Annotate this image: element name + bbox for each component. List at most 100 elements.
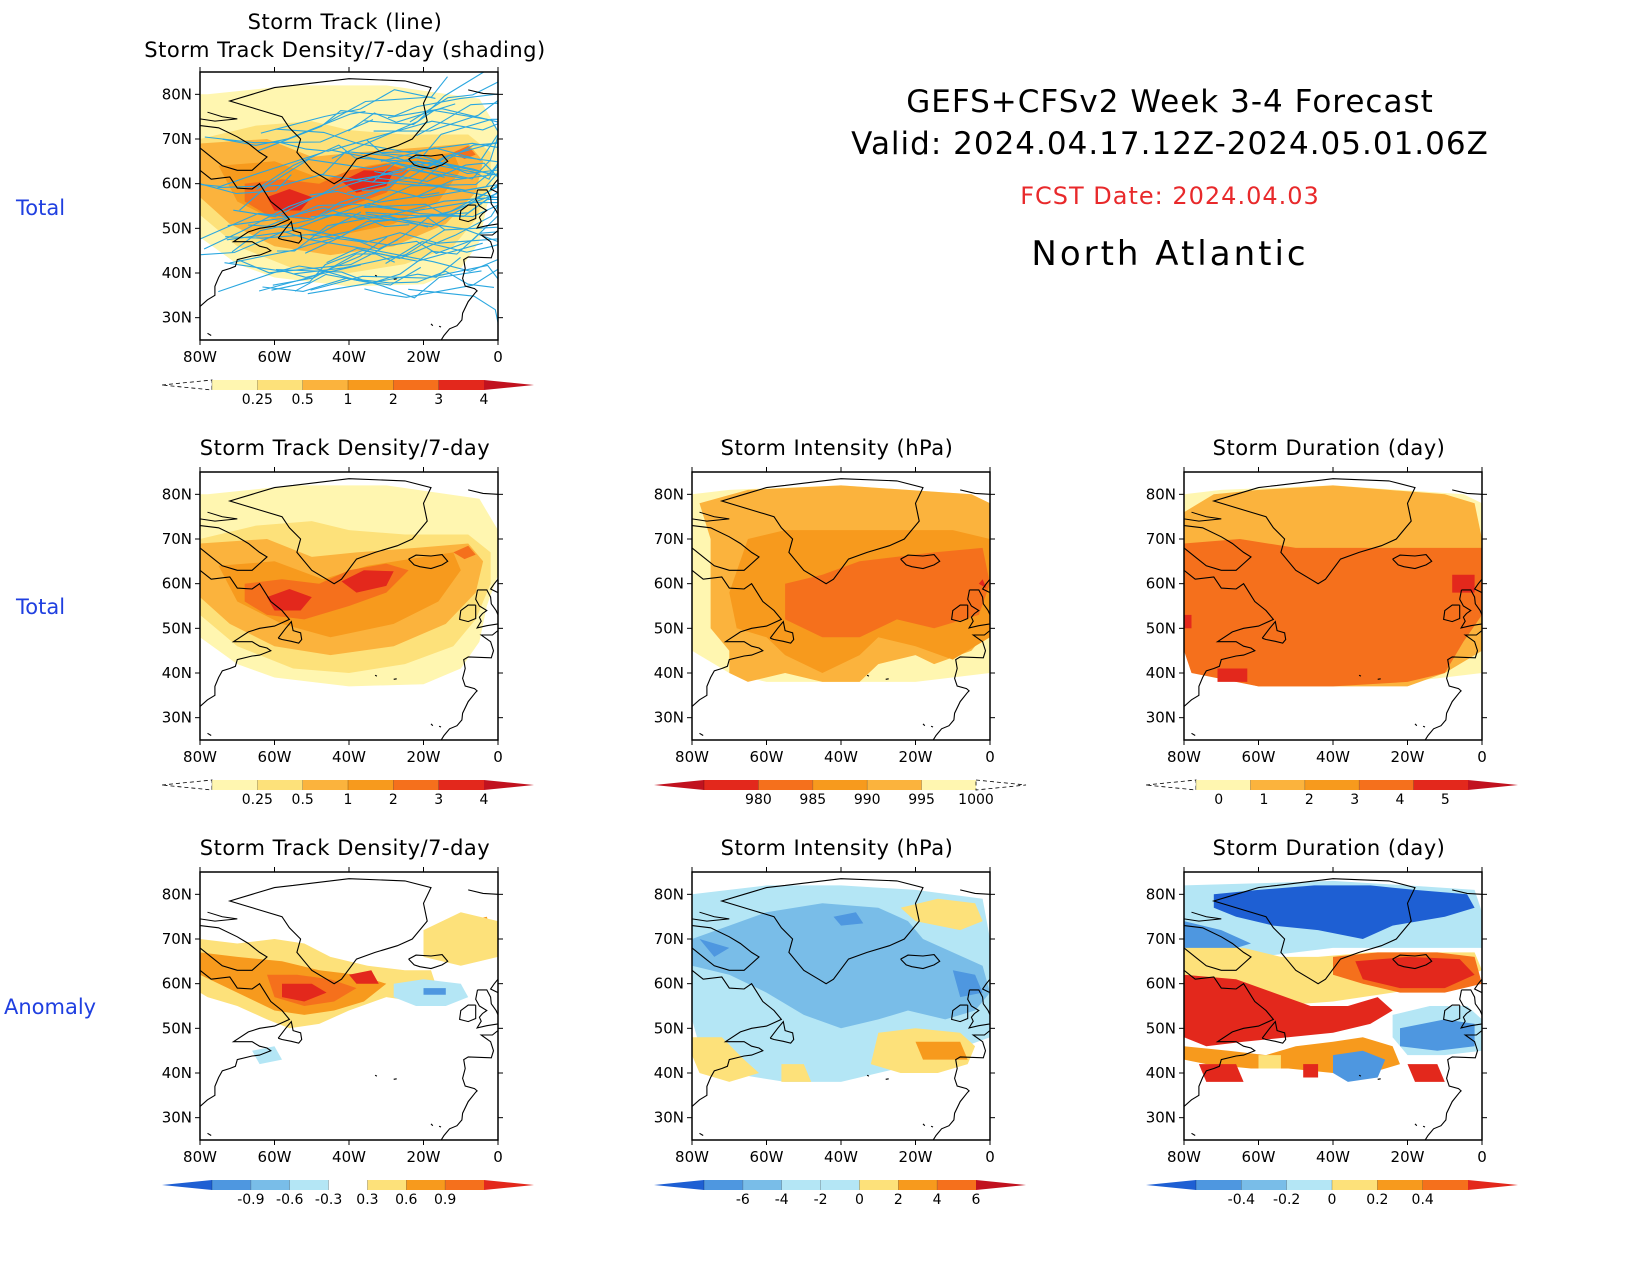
lon-tick-label: 80W: [183, 348, 217, 366]
colorbar: 0.25 0.5 1 2 3 4: [161, 779, 534, 808]
colorbar-label: 990: [854, 792, 881, 808]
storm-track-line: [409, 81, 498, 123]
field-shading: [1184, 539, 1482, 687]
storm-track-line: [258, 93, 498, 152]
map-figure: 80N 70N 60N 50N 40N 30N 80W 60W 40W 20W 0 -0.9 -0.6-…: [162, 867, 534, 1208]
lat-tick-label: 80N: [162, 485, 192, 503]
panel-intensity-total: Storm Intensity (hPa) 80N 70N 60N 50N 40N 30N 8…: [642, 420, 1102, 830]
colorbar-label: -6: [736, 1192, 750, 1208]
colorbar-label: 0.2: [1366, 1192, 1388, 1208]
lon-tick-label: 20W: [899, 748, 933, 766]
colorbar: 980 985 990 995 1000: [654, 779, 1027, 808]
lat-tick-label: 60N: [654, 575, 684, 593]
field-shading: [349, 970, 379, 984]
colorbar-label: 1: [344, 792, 353, 808]
storm-track-line: [319, 162, 445, 183]
field-shading: [1333, 1050, 1386, 1082]
colorbar-label: 5: [1441, 792, 1450, 808]
storm-track-line: [226, 214, 410, 241]
panel-title: Storm Duration (day): [1212, 836, 1446, 860]
lon-tick-label: 60W: [750, 1148, 784, 1166]
panel-title: Storm Track (line): [247, 10, 443, 34]
colorbar-label: 0: [1214, 792, 1223, 808]
field-shading: [692, 1037, 759, 1082]
storm-track-line: [307, 215, 446, 241]
field-shading: [423, 912, 498, 966]
map-figure: 80N 70N 60N 50N 40N 30N 80W 60W 40W 20W 0 0.25 0.5 1 2…: [161, 467, 534, 808]
colorbar-label: 6: [972, 1192, 981, 1208]
storm-track-line: [416, 102, 498, 137]
lat-tick-label: 70N: [1146, 930, 1176, 948]
field-shading: [1258, 1055, 1281, 1069]
panel-density-anomaly: Storm Track Density/7-day 80N 70N 60N 50N 40N…: [150, 820, 610, 1230]
map-area: 80N 70N 60N 50N 40N 30N 80W 60W 40W 20W 0: [162, 467, 503, 766]
lon-tick-label: 40W: [1316, 748, 1350, 766]
storm-track-line: [237, 213, 434, 274]
lon-tick-label: 60W: [258, 748, 292, 766]
lat-tick-label: 70N: [654, 930, 684, 948]
lat-tick-label: 30N: [1146, 1109, 1176, 1127]
panel-title: Storm Track Density/7-day (shading): [144, 38, 546, 62]
colorbar-swatch: [257, 380, 303, 390]
colorbar-swatch: [257, 780, 303, 790]
colorbar-swatch: [812, 780, 868, 790]
storm-track-line: [360, 142, 498, 155]
region-title: North Atlantic: [1031, 234, 1309, 274]
storm-track-line: [260, 89, 436, 134]
map-area: 80N 70N 60N 50N 40N 30N 80W 60W 40W 20W 0: [1146, 467, 1487, 766]
colorbar-label: 0.6: [395, 1192, 417, 1208]
colorbar-label: 3: [434, 792, 443, 808]
lon-tick-label: 20W: [899, 1148, 933, 1166]
colorbar-swatch: [212, 380, 258, 390]
colorbar-label: 4: [480, 792, 489, 808]
map-figure: 80N 70N 60N 50N 40N 30N 80W 60W 40W 20W 0 980 985 990…: [654, 467, 1027, 808]
colorbar-swatch: [921, 780, 976, 790]
colorbar-label: 3: [434, 392, 443, 408]
field-shading: [1184, 614, 1192, 629]
lon-tick-label: 20W: [1391, 1148, 1425, 1166]
lon-tick-label: 40W: [824, 748, 858, 766]
lat-tick-label: 80N: [162, 885, 192, 903]
storm-track-line: [361, 138, 498, 199]
storm-track-line: [217, 147, 498, 189]
lat-tick-label: 40N: [162, 264, 192, 282]
panel-title: Storm Duration (day): [1212, 436, 1446, 460]
colorbar-swatch: [1241, 1180, 1287, 1190]
storm-track-line: [233, 160, 440, 218]
colorbar-swatch: [867, 780, 922, 790]
panel-duration-anomaly: Storm Duration (day) 80N 70N 60N 50N 40N 30N 80…: [1134, 820, 1594, 1230]
colorbar-swatch: [937, 1180, 976, 1190]
colorbar-label: 1: [344, 392, 353, 408]
storm-track-line: [239, 118, 498, 211]
lat-tick-label: 40N: [1146, 1064, 1176, 1082]
lat-tick-label: 70N: [654, 530, 684, 548]
storm-track-line: [408, 288, 498, 326]
lon-tick-label: 0: [985, 1148, 995, 1166]
field-shading: [915, 1041, 968, 1060]
lon-tick-label: 40W: [1316, 1148, 1350, 1166]
colorbar: -0.9 -0.6 -0.3 0.3 0.6 0.9: [162, 1180, 534, 1208]
lon-tick-label: 20W: [407, 1148, 441, 1166]
storm-track-line: [385, 241, 498, 264]
colorbar-label: 0.4: [1412, 1192, 1434, 1208]
colorbar-label: 995: [908, 792, 935, 808]
row-label-total-1: Total: [16, 196, 66, 220]
storm-track-line: [374, 162, 498, 182]
lon-tick-label: 40W: [824, 1148, 858, 1166]
colorbar-swatch: [758, 780, 813, 790]
lat-tick-label: 40N: [162, 1064, 192, 1082]
lat-tick-label: 50N: [162, 619, 192, 637]
fcst-date: FCST Date: 2024.04.03: [1020, 182, 1320, 210]
lat-tick-label: 80N: [654, 885, 684, 903]
field-shading: [267, 189, 312, 211]
colorbar-label: 2: [1305, 792, 1314, 808]
colorbar-swatch: [1196, 1180, 1242, 1190]
colorbar-label: 980: [745, 792, 772, 808]
panel-intensity-anomaly: Storm Intensity (hPa) 80N 70N 60N 50N 40N 30N 8…: [642, 820, 1102, 1230]
storm-track-line: [256, 144, 498, 190]
colorbar-swatch: [1377, 1180, 1423, 1190]
lat-tick-label: 70N: [1146, 530, 1176, 548]
colorbar-swatch: [302, 380, 348, 390]
colorbar-swatch: [704, 780, 759, 790]
lat-tick-label: 50N: [1146, 1019, 1176, 1037]
